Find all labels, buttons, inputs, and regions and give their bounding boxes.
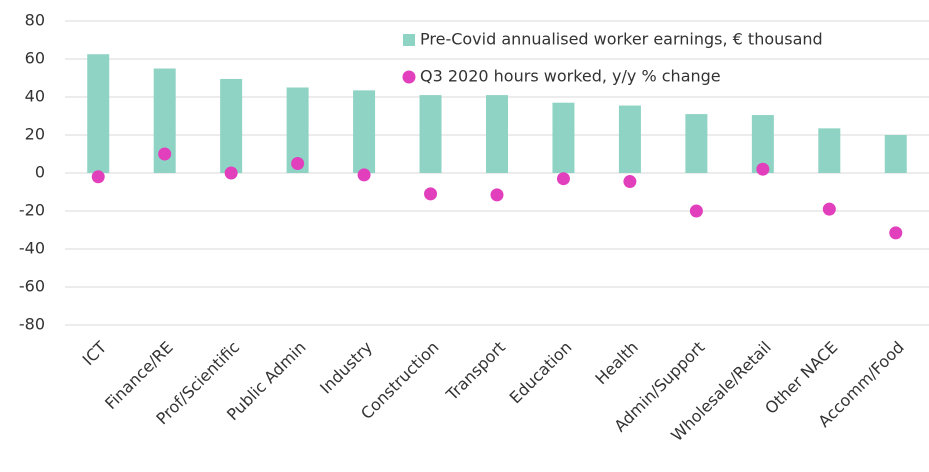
y-tick-label: -20 xyxy=(19,201,45,220)
dot xyxy=(424,187,438,201)
bar xyxy=(884,135,907,173)
x-tick-label: Health xyxy=(591,338,642,389)
y-tick-label: 0 xyxy=(35,163,45,182)
bar xyxy=(286,87,309,173)
dot xyxy=(556,172,570,186)
dot xyxy=(889,226,903,240)
dot xyxy=(490,188,504,202)
x-tick-label: Education xyxy=(506,338,576,408)
dot xyxy=(689,204,703,218)
bar xyxy=(685,114,708,173)
bar xyxy=(552,102,575,173)
legend-swatch xyxy=(402,70,416,84)
bar xyxy=(153,68,176,173)
bar xyxy=(618,105,641,173)
legend-label: Q3 2020 hours worked, y/y % change xyxy=(420,67,721,86)
dot xyxy=(224,166,238,180)
dot xyxy=(91,170,105,184)
dot xyxy=(291,157,305,170)
bar xyxy=(419,95,442,173)
legend-swatch xyxy=(403,34,415,46)
y-tick-label: 40 xyxy=(25,87,45,106)
y-tick-label: 60 xyxy=(25,49,45,68)
bar xyxy=(353,90,376,173)
dot xyxy=(158,147,172,161)
dot xyxy=(357,168,371,182)
dot xyxy=(822,202,836,216)
bar xyxy=(87,54,110,173)
dot xyxy=(623,175,637,189)
bar xyxy=(751,115,774,173)
x-tick-label: ICT xyxy=(79,337,111,369)
x-tick-label: Transport xyxy=(442,338,509,405)
legend-label: Pre-Covid annualised worker earnings, € … xyxy=(420,30,823,49)
bar xyxy=(220,78,243,173)
bar xyxy=(818,128,841,173)
y-tick-label: 20 xyxy=(25,125,45,144)
dot xyxy=(756,162,770,176)
y-tick-label: -60 xyxy=(19,277,45,296)
y-tick-label: -40 xyxy=(19,239,45,258)
bar xyxy=(486,95,508,173)
y-tick-label: -80 xyxy=(19,315,45,334)
y-tick-label: 80 xyxy=(25,11,45,30)
x-tick-label: Industry xyxy=(316,338,376,398)
